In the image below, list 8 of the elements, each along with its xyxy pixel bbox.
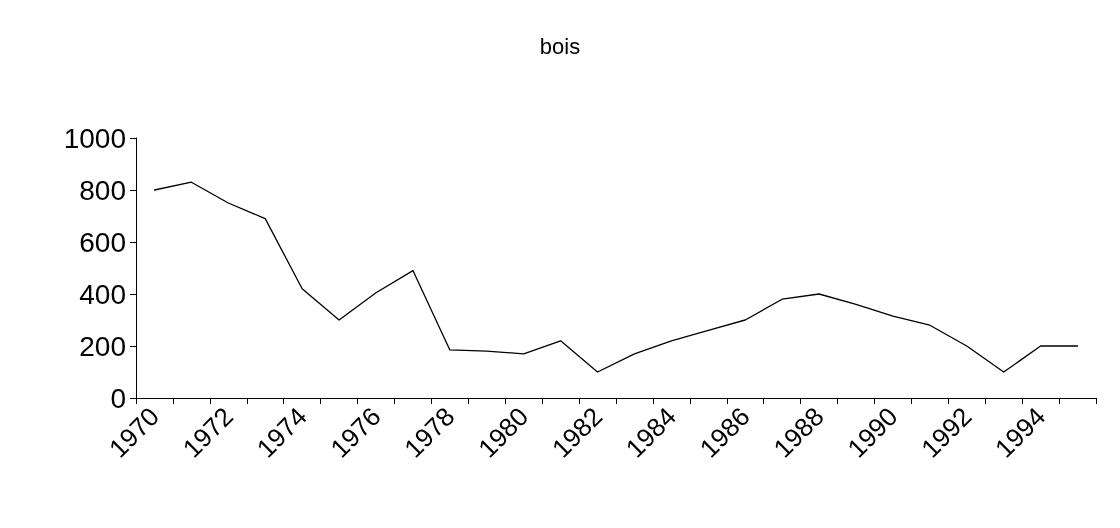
y-tick-label: 1000 [63,122,126,154]
line-series [153,181,1079,373]
y-tick-label: 400 [79,278,126,310]
y-tick-label: 800 [79,174,126,206]
chart-title: bois [539,33,581,59]
y-tick-label: 200 [79,330,126,362]
y-tick-label: 600 [79,226,126,258]
y-tick-label: 0 [110,382,126,414]
